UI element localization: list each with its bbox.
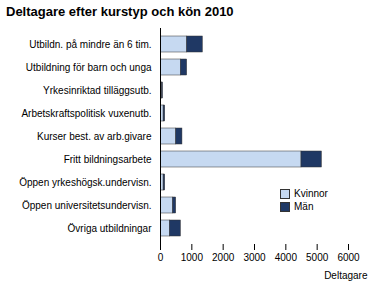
html-text:Kvinnor: Kvinnor — [294, 188, 328, 199]
svg-text:0: 0 — [158, 252, 164, 263]
svg-text:6000: 6000 — [337, 252, 360, 263]
html-text:Män: Män — [294, 201, 314, 212]
svg-text:Deltagare: Deltagare — [324, 270, 368, 281]
svg-text:2000: 2000 — [212, 252, 235, 263]
svg-text:4000: 4000 — [275, 252, 298, 263]
html-text:Deltagare efter kurstyp och kö: Deltagare efter kurstyp och kön 2010 — [6, 4, 234, 19]
svg-text:Yrkesinriktad tilläggsutb.: Yrkesinriktad tilläggsutb. — [43, 85, 151, 96]
svg-text:Kurser best. av arb.givare: Kurser best. av arb.givare — [37, 131, 152, 142]
svg-text:3000: 3000 — [243, 252, 266, 263]
svg-text:Utbildning för barn och unga: Utbildning för barn och unga — [26, 62, 152, 73]
svg-text:Arbetskraftspolitisk vuxenutb.: Arbetskraftspolitisk vuxenutb. — [21, 108, 151, 119]
svg-text:Övriga utbildningar: Övriga utbildningar — [68, 223, 153, 234]
svg-text:Fritt bildningsarbete: Fritt bildningsarbete — [64, 154, 152, 165]
svg-text:1000: 1000 — [181, 252, 204, 263]
svg-text:Utbildn. på mindre än 6 tim.: Utbildn. på mindre än 6 tim. — [29, 39, 151, 50]
svg-text:Öppen yrkeshögsk.undervisn.: Öppen yrkeshögsk.undervisn. — [19, 177, 151, 188]
svg-text:Öppen universitetsundervisn.: Öppen universitetsundervisn. — [22, 200, 152, 211]
svg-text:5000: 5000 — [306, 252, 329, 263]
